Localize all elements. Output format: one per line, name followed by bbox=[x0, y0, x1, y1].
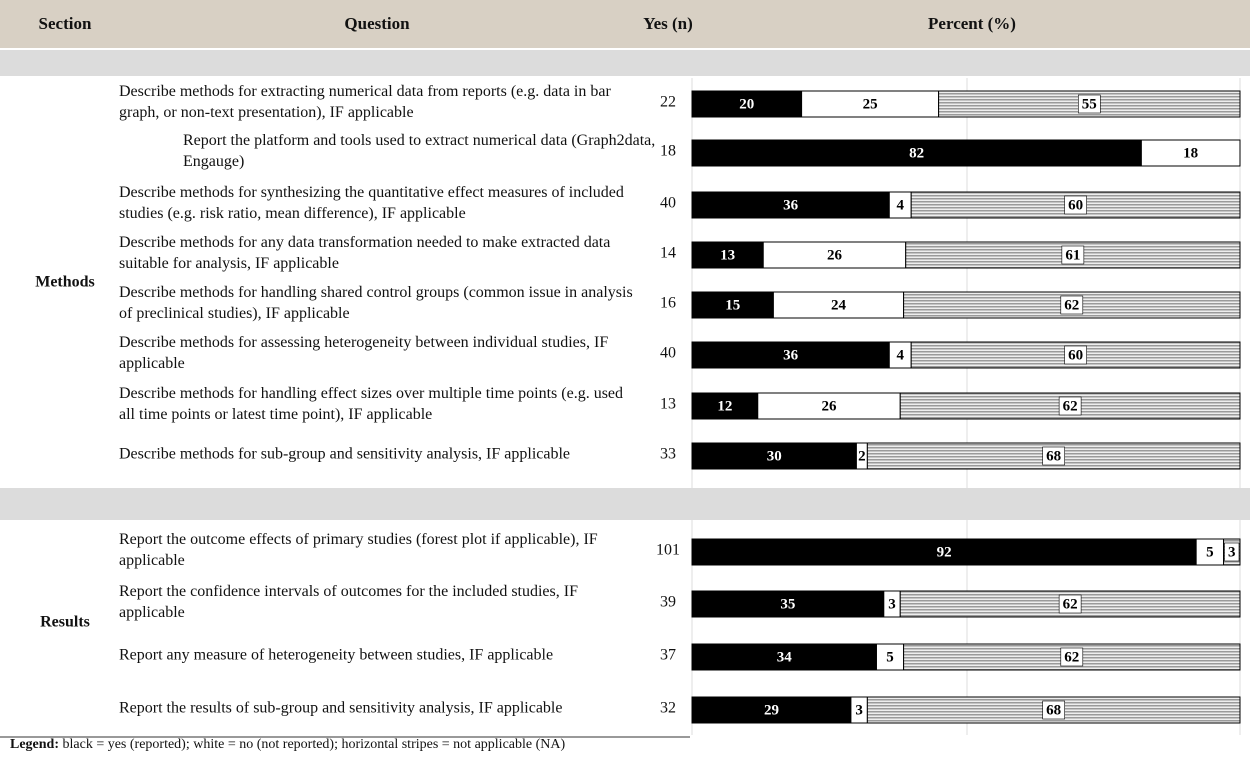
yes-count: 39 bbox=[660, 593, 676, 611]
segment-label: 34 bbox=[777, 649, 793, 665]
segment-label: 30 bbox=[767, 448, 782, 464]
segment-label: 4 bbox=[896, 347, 904, 363]
bar-segment bbox=[691, 139, 1142, 167]
segment-label: 5 bbox=[1206, 544, 1214, 560]
bar-segment bbox=[691, 341, 890, 369]
header-question: Question bbox=[344, 14, 410, 33]
bar-segment bbox=[691, 392, 759, 420]
yes-count: 18 bbox=[660, 142, 676, 160]
bar-segment bbox=[691, 696, 852, 724]
segment-label: 36 bbox=[783, 347, 799, 363]
segment-label: 24 bbox=[831, 297, 847, 313]
segment-label: 15 bbox=[725, 297, 740, 313]
label-box bbox=[1078, 94, 1101, 114]
label-box bbox=[1060, 647, 1084, 667]
segment-label: 68 bbox=[1046, 448, 1061, 464]
segment-label: 26 bbox=[822, 398, 838, 414]
header-band bbox=[0, 0, 1250, 48]
segment-label: 62 bbox=[1064, 297, 1079, 313]
segment-label: 3 bbox=[1228, 544, 1236, 560]
section-label: Results bbox=[40, 613, 90, 631]
yes-count: 37 bbox=[660, 646, 676, 664]
question: Describe methods for synthesizing the qu… bbox=[119, 184, 624, 222]
segment-label: 60 bbox=[1068, 197, 1083, 213]
question: Report the results of sub-group and sens… bbox=[119, 699, 563, 717]
section-label: Methods bbox=[35, 273, 95, 291]
bar-segment bbox=[691, 590, 885, 618]
bar-segment bbox=[757, 392, 901, 420]
question: Report the platform and tools used to ex… bbox=[183, 132, 656, 170]
bar-segment bbox=[1140, 139, 1241, 167]
header-percent: Percent (%) bbox=[928, 14, 1016, 33]
segment-label: 3 bbox=[888, 596, 896, 612]
question: Describe methods for any data transforma… bbox=[119, 234, 611, 272]
segment-label: 62 bbox=[1064, 649, 1079, 665]
label-box bbox=[1058, 594, 1082, 614]
legend-text: black = yes (reported); white = no (not … bbox=[62, 737, 566, 752]
bar-segment bbox=[1195, 538, 1225, 566]
bar-segment bbox=[801, 90, 940, 118]
segment-label: 60 bbox=[1068, 347, 1083, 363]
segment-label: 4 bbox=[896, 197, 904, 213]
yes-count: 101 bbox=[656, 541, 680, 559]
yes-count: 16 bbox=[660, 294, 676, 312]
segment-label: 20 bbox=[739, 96, 754, 112]
question: Describe methods for extracting numerica… bbox=[119, 83, 611, 121]
segment-label: 82 bbox=[909, 145, 924, 161]
yes-count: 33 bbox=[660, 445, 676, 463]
question: Report any measure of heterogeneity betw… bbox=[119, 646, 554, 664]
bar-segment bbox=[762, 241, 907, 269]
segment-label: 62 bbox=[1063, 398, 1078, 414]
yes-count: 14 bbox=[660, 244, 676, 262]
spacer-band bbox=[0, 488, 1250, 520]
segment-label: 68 bbox=[1046, 702, 1061, 718]
segment-label: 12 bbox=[717, 398, 732, 414]
segment-label: 29 bbox=[764, 702, 779, 718]
label-box bbox=[1042, 700, 1065, 720]
label-box bbox=[1060, 295, 1084, 315]
yes-count: 32 bbox=[660, 699, 676, 717]
label-box bbox=[1061, 245, 1085, 265]
header-yes: Yes (n) bbox=[643, 14, 693, 33]
label-box bbox=[1058, 396, 1082, 416]
label-box bbox=[1224, 542, 1240, 562]
segment-label: 3 bbox=[855, 702, 863, 718]
question: Describe methods for handling shared con… bbox=[119, 284, 633, 322]
segment-label: 61 bbox=[1065, 247, 1080, 263]
bar-segment bbox=[691, 643, 877, 671]
yes-count: 13 bbox=[660, 395, 676, 413]
label-box bbox=[1042, 446, 1065, 466]
yes-count: 22 bbox=[660, 93, 676, 111]
segment-label: 35 bbox=[780, 596, 795, 612]
question: Describe methods for handling effect siz… bbox=[119, 385, 624, 423]
legend-label: Legend: bbox=[10, 737, 59, 752]
segment-label: 5 bbox=[886, 649, 894, 665]
label-box bbox=[1064, 195, 1087, 215]
question: Report the outcome effects of primary st… bbox=[119, 531, 598, 569]
segment-label: 62 bbox=[1063, 596, 1078, 612]
segment-label: 13 bbox=[720, 247, 735, 263]
segment-label: 55 bbox=[1082, 96, 1097, 112]
legend: Legend: black = yes (reported); white = … bbox=[10, 737, 565, 753]
segment-label: 18 bbox=[1183, 145, 1198, 161]
bar-segment bbox=[691, 442, 857, 470]
segment-label: 36 bbox=[783, 197, 799, 213]
segment-label: 26 bbox=[827, 247, 843, 263]
segment-label: 2 bbox=[858, 448, 866, 464]
question: Describe methods for sub-group and sensi… bbox=[119, 445, 571, 463]
spacer-band bbox=[0, 50, 1250, 76]
bar-segment bbox=[691, 241, 764, 269]
header-section: Section bbox=[38, 14, 92, 33]
segment-label: 92 bbox=[937, 544, 952, 560]
yes-count: 40 bbox=[660, 194, 676, 212]
bar-segment bbox=[875, 643, 905, 671]
yes-count: 40 bbox=[660, 344, 676, 362]
question: Report the confidence intervals of outco… bbox=[119, 583, 578, 621]
question: Describe methods for assessing heterogen… bbox=[119, 334, 609, 372]
label-box bbox=[1064, 345, 1087, 365]
segment-label: 25 bbox=[863, 96, 878, 112]
bar-segment bbox=[691, 538, 1197, 566]
